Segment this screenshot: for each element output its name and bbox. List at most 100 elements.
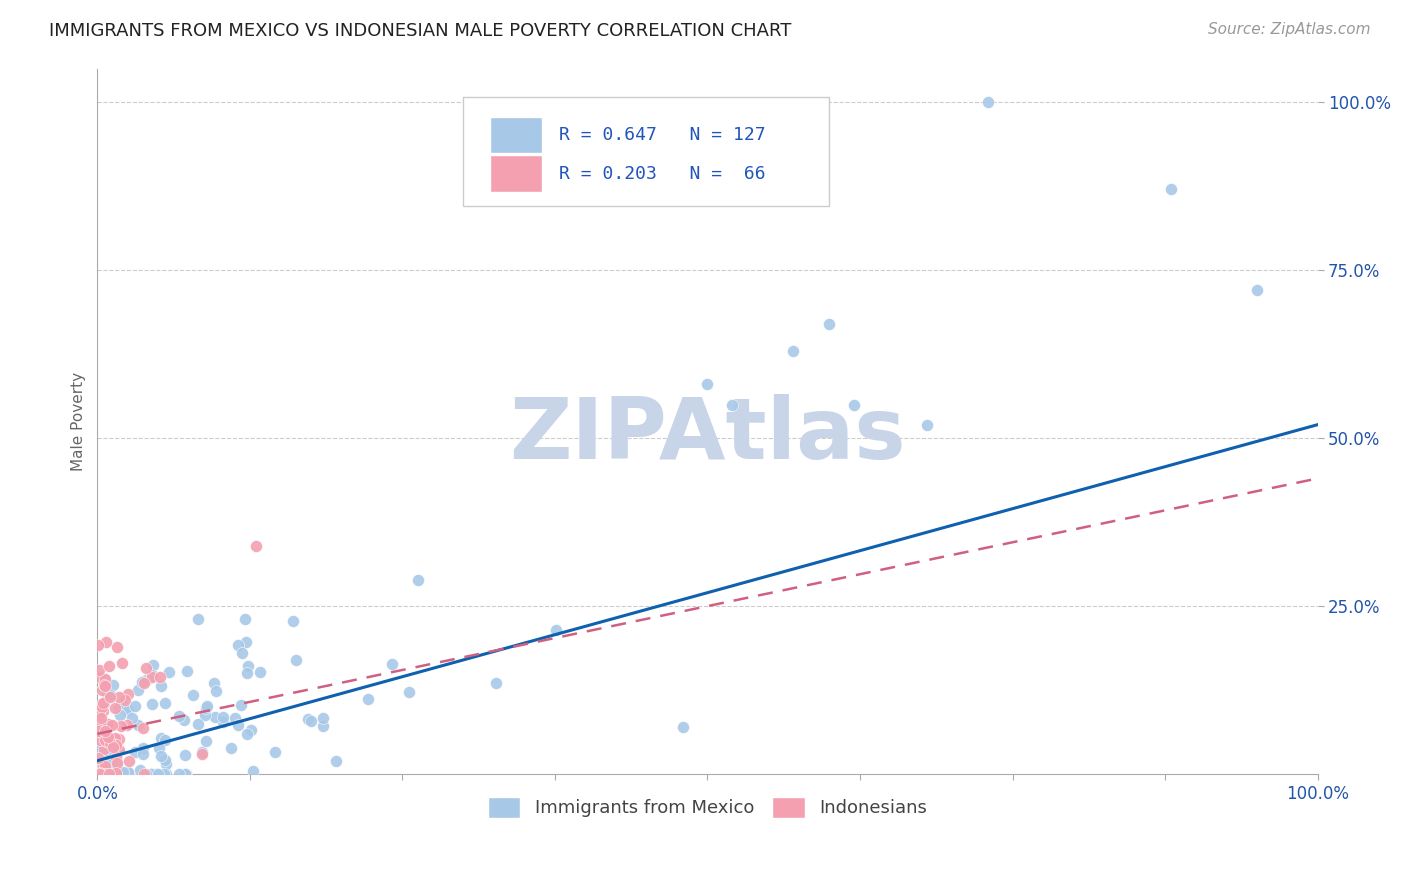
Point <box>90 711 112 725</box>
Point <box>236 666 259 681</box>
Point <box>195 698 218 713</box>
Point <box>101 678 124 692</box>
Point <box>139 767 162 781</box>
Point <box>721 398 744 412</box>
Point <box>93 678 115 692</box>
Point <box>173 714 195 728</box>
Point <box>96 734 118 748</box>
Point <box>100 717 122 731</box>
Point <box>108 707 131 722</box>
Point <box>105 765 128 780</box>
Point <box>105 640 128 654</box>
Point <box>117 765 139 780</box>
Point <box>96 687 118 701</box>
Point <box>235 635 257 649</box>
Point <box>131 674 153 689</box>
Point <box>132 747 155 761</box>
Point <box>87 767 110 781</box>
Point <box>87 638 110 652</box>
Point <box>132 767 155 781</box>
Point <box>299 714 322 728</box>
Point <box>100 750 122 764</box>
Point <box>103 737 125 751</box>
Point <box>110 767 132 781</box>
Point <box>93 672 115 686</box>
Point <box>89 732 111 747</box>
Point <box>135 767 157 781</box>
Point <box>202 676 225 690</box>
Point <box>117 703 139 717</box>
Point <box>97 730 120 744</box>
Point <box>114 693 136 707</box>
Point <box>187 717 209 731</box>
Point <box>915 417 938 432</box>
Point <box>149 670 172 684</box>
Point <box>153 753 176 767</box>
Point <box>127 683 149 698</box>
Point <box>245 539 267 553</box>
FancyBboxPatch shape <box>491 117 541 153</box>
Point <box>100 767 122 781</box>
Point <box>111 657 134 671</box>
Point <box>696 377 718 392</box>
Point <box>231 646 253 660</box>
Legend: Immigrants from Mexico, Indonesians: Immigrants from Mexico, Indonesians <box>481 789 934 825</box>
Point <box>107 701 129 715</box>
Point <box>98 736 121 750</box>
Point <box>100 747 122 762</box>
Point <box>149 679 172 693</box>
Point <box>101 740 124 755</box>
Point <box>90 767 112 781</box>
Point <box>284 652 307 666</box>
Point <box>194 707 217 722</box>
Point <box>98 688 121 702</box>
Y-axis label: Male Poverty: Male Poverty <box>72 372 86 471</box>
Point <box>148 741 170 756</box>
Point <box>149 731 172 746</box>
Point <box>94 732 117 747</box>
Point <box>672 720 695 734</box>
Point <box>89 767 111 781</box>
Point <box>142 658 165 673</box>
Text: R = 0.203   N =  66: R = 0.203 N = 66 <box>558 165 765 183</box>
Point <box>143 767 166 781</box>
Point <box>1160 182 1182 196</box>
Point <box>173 747 195 762</box>
Point <box>157 665 180 679</box>
Point <box>1246 283 1268 297</box>
Point <box>111 764 134 779</box>
Point <box>312 711 335 725</box>
Point <box>205 684 228 698</box>
Point <box>107 767 129 781</box>
Point <box>107 732 129 747</box>
Point <box>89 765 111 780</box>
Point <box>105 739 128 753</box>
Point <box>127 718 149 732</box>
Point <box>297 712 319 726</box>
Point <box>406 574 429 588</box>
Point <box>89 767 111 781</box>
Point <box>212 710 235 724</box>
Point <box>94 767 117 781</box>
Point <box>89 720 111 734</box>
Point <box>108 690 131 705</box>
Point <box>153 767 176 781</box>
Point <box>145 767 167 781</box>
Point <box>104 767 127 781</box>
Point <box>236 726 259 740</box>
Point <box>155 767 177 781</box>
Point <box>96 765 118 780</box>
Point <box>146 767 169 781</box>
Point <box>91 683 114 698</box>
Point <box>167 767 190 781</box>
Point <box>242 764 264 778</box>
Point <box>90 760 112 774</box>
Point <box>115 704 138 718</box>
Point <box>181 688 204 702</box>
Point <box>194 734 217 748</box>
Point <box>105 767 128 781</box>
Point <box>141 667 163 681</box>
Point <box>101 767 124 781</box>
Point <box>91 760 114 774</box>
Point <box>96 767 118 781</box>
